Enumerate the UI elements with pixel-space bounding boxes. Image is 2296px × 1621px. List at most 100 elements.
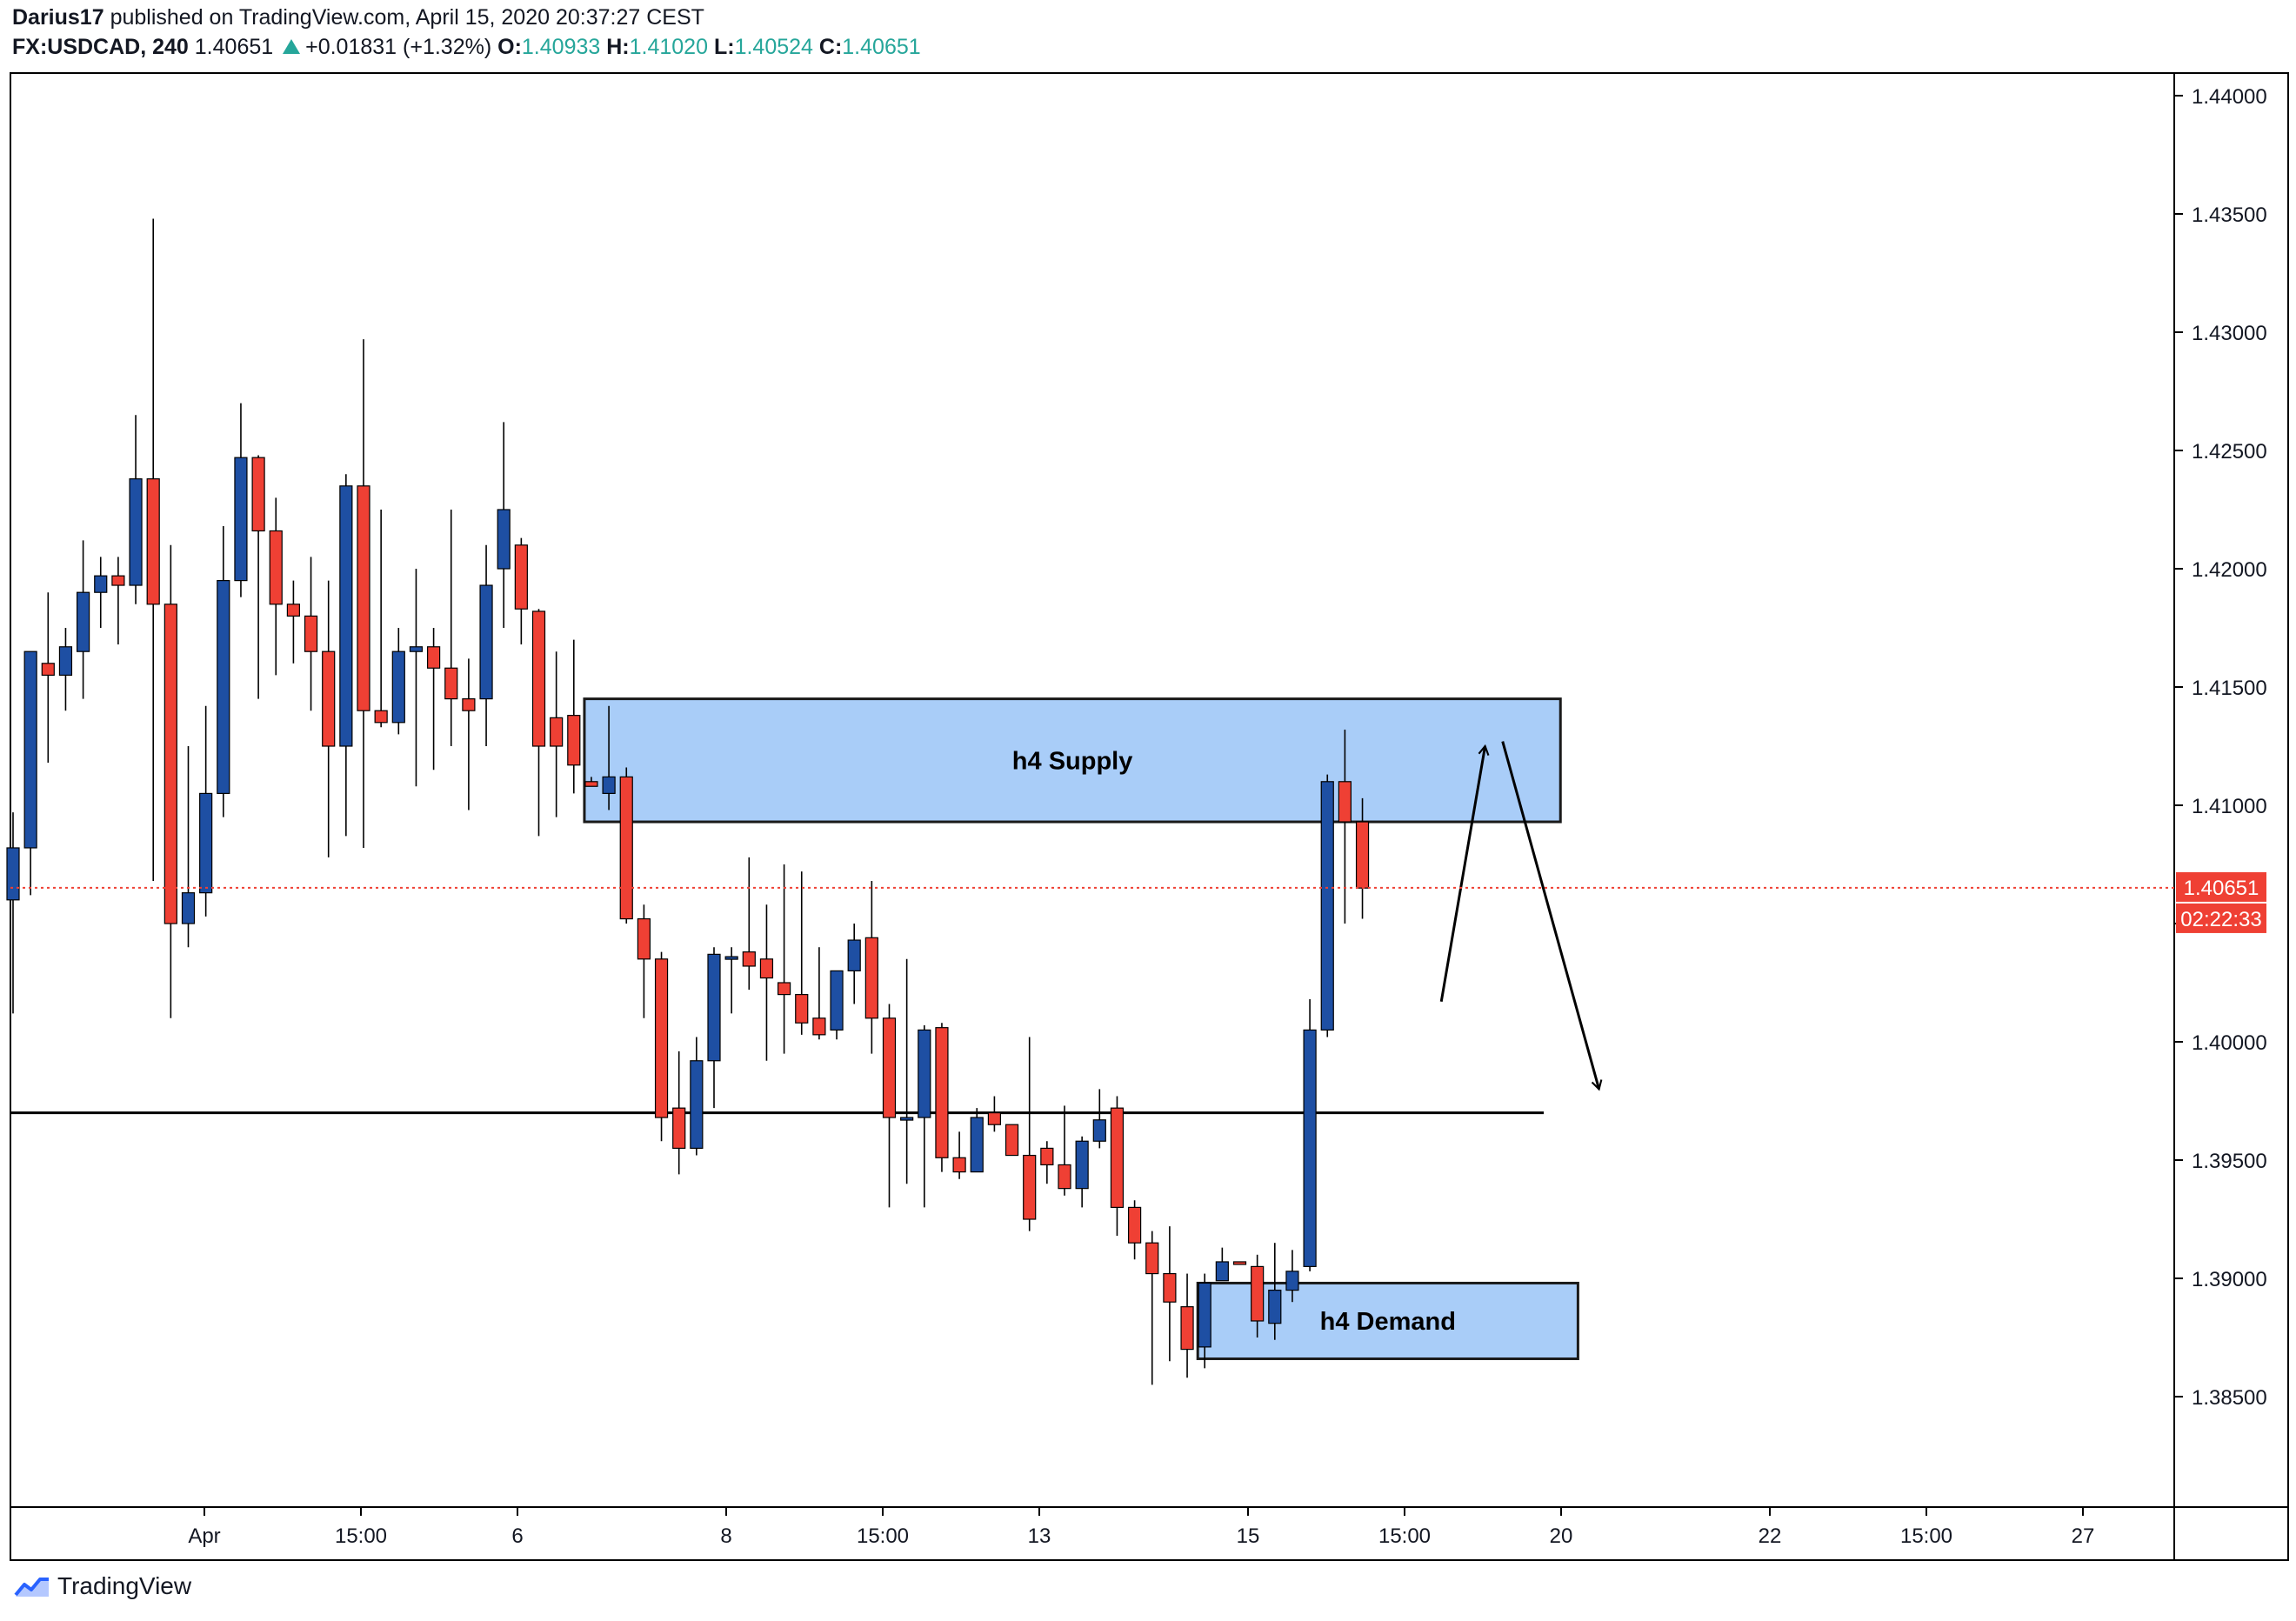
candle-body [795,993,809,1024]
candle-body [987,1111,1002,1125]
low-value: 1.40524 [734,35,813,59]
candle [619,767,633,924]
candle [1251,1254,1265,1337]
candle [1163,1226,1177,1362]
price-label-box [2176,871,2266,902]
candle [1320,774,1334,1037]
candle-body [742,951,756,967]
candle [146,218,160,882]
candle-body [1092,1119,1106,1142]
x-tick-label: 15 [1237,1524,1260,1548]
candle [251,455,265,699]
up-triangle-icon [283,39,301,54]
candle-body [672,1107,686,1150]
candle-body [322,650,336,747]
candle-body [146,478,160,605]
tradingview-brand[interactable]: TradingView [14,1572,191,1600]
candle-body [935,1027,949,1158]
candle-body [23,650,37,849]
candle [987,1096,1002,1132]
price-change: +0.01831 (+1.32%) [305,35,492,59]
candle-body [584,781,598,787]
current-price-label: 1.40651 [2184,877,2259,900]
y-tick-label: 1.39000 [2192,1268,2267,1291]
candle [234,403,248,597]
candle-body [427,646,441,669]
candle [812,947,826,1040]
candle [1075,1136,1089,1208]
candle-body [759,958,774,979]
candle-body [1303,1029,1317,1268]
candle-body [514,544,528,610]
candle-body [6,847,20,901]
candle [462,658,476,810]
candle [864,881,878,1054]
candle-body [1127,1206,1142,1244]
candle [1040,1141,1054,1184]
countdown-box [2176,903,2266,933]
candle [1058,1105,1071,1196]
close-value: 1.40651 [842,35,921,59]
candle [374,510,388,728]
symbol-label: FX:USDCAD, 240 [12,35,189,59]
candle-body [690,1060,704,1150]
symbol-info: FX:USDCAD, 240 1.40651 +0.01831 (+1.32%)… [12,35,921,60]
candle-body [111,575,125,586]
candle [497,422,511,628]
time-axis: Apr 15:00 6 8 15:00 13 15 15:00 20 22 15:00 27 [188,1507,2094,1548]
candle-body [234,457,248,582]
candle [1232,1261,1247,1265]
candle [1268,1243,1282,1340]
candle [672,1051,686,1175]
candle [935,1023,949,1172]
candle-body [619,776,633,920]
author-name[interactable]: Darius17 [12,5,104,30]
candle [550,651,564,817]
candle-body [1320,781,1334,1031]
candle-body [1355,821,1370,889]
candle-body [269,530,283,605]
candle [1092,1089,1106,1149]
candle [1198,1273,1211,1369]
candle [1285,1250,1299,1303]
candle-body [1198,1282,1211,1348]
last-price: 1.40651 [194,35,274,59]
candle-body [1004,1124,1019,1157]
y-tick-label: 1.40000 [2192,1031,2267,1055]
candle-body [1023,1154,1037,1220]
candle-body [567,715,581,766]
zone-label: h4 Supply [1012,747,1133,775]
zones: h4 Supply h4 Demand [583,697,1579,1360]
candle [1110,1096,1125,1237]
candle [777,864,791,1054]
candle-body [41,663,55,676]
candle [444,510,458,746]
candle-body [550,717,564,747]
candle [1023,1037,1037,1231]
projection-arrow [1439,744,1490,1003]
high-value: 1.41020 [629,35,708,59]
candle-body [918,1029,931,1118]
close-label: C: [818,35,843,59]
y-tick-label: 1.38500 [2192,1386,2267,1410]
x-tick-label: 15:00 [335,1524,387,1548]
candle-body [900,1117,914,1121]
x-tick-label: 15:00 [1900,1524,1952,1548]
candle-body [497,509,511,570]
candle-body [882,1017,897,1118]
open-value: 1.40933 [521,35,601,59]
candle [111,557,125,645]
candle [759,904,774,1061]
open-label: O: [497,35,522,59]
candle-body [479,584,493,700]
current-price-line: 1.40651 02:22:33 [10,871,2266,933]
candle [479,544,493,746]
publish-info: Darius17 published on TradingView.com, A… [12,5,704,30]
candle-body [952,1157,966,1173]
candle [830,970,844,1040]
candle-body [1338,781,1352,823]
candle-body [864,937,878,1019]
candle [514,537,528,645]
candle-body [1145,1242,1159,1275]
